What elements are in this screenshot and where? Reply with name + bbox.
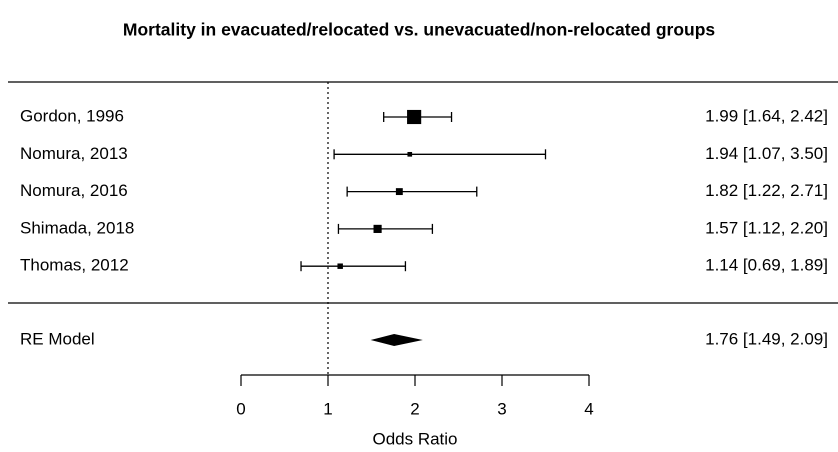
x-tick-label: 4 bbox=[584, 399, 593, 418]
estimate-square bbox=[407, 151, 413, 157]
study-label: Nomura, 2016 bbox=[20, 181, 128, 200]
x-tick-label: 2 bbox=[410, 399, 419, 418]
estimate-square bbox=[407, 109, 422, 125]
study-label: Gordon, 1996 bbox=[20, 106, 124, 125]
study-label: Nomura, 2013 bbox=[20, 144, 128, 163]
estimate-label: 1.82 [1.22, 2.71] bbox=[705, 181, 828, 200]
estimate-square bbox=[373, 224, 382, 233]
summary-label: RE Model bbox=[20, 329, 95, 348]
estimate-label: 1.57 [1.12, 2.20] bbox=[705, 218, 828, 237]
estimate-square bbox=[337, 263, 343, 269]
x-tick-label: 3 bbox=[497, 399, 506, 418]
study-label: Shimada, 2018 bbox=[20, 218, 134, 237]
study-label: Thomas, 2012 bbox=[20, 256, 129, 275]
summary-estimate-label: 1.76 [1.49, 2.09] bbox=[705, 329, 828, 348]
x-axis-label: Odds Ratio bbox=[372, 429, 457, 448]
estimate-square bbox=[395, 188, 403, 196]
x-tick-label: 0 bbox=[236, 399, 245, 418]
summary-diamond bbox=[370, 334, 423, 346]
estimate-label: 1.94 [1.07, 3.50] bbox=[705, 144, 828, 163]
x-tick-label: 1 bbox=[323, 399, 332, 418]
estimate-label: 1.99 [1.64, 2.42] bbox=[705, 106, 828, 125]
chart-title: Mortality in evacuated/relocated vs. une… bbox=[123, 20, 716, 40]
estimate-label: 1.14 [0.69, 1.89] bbox=[705, 256, 828, 275]
